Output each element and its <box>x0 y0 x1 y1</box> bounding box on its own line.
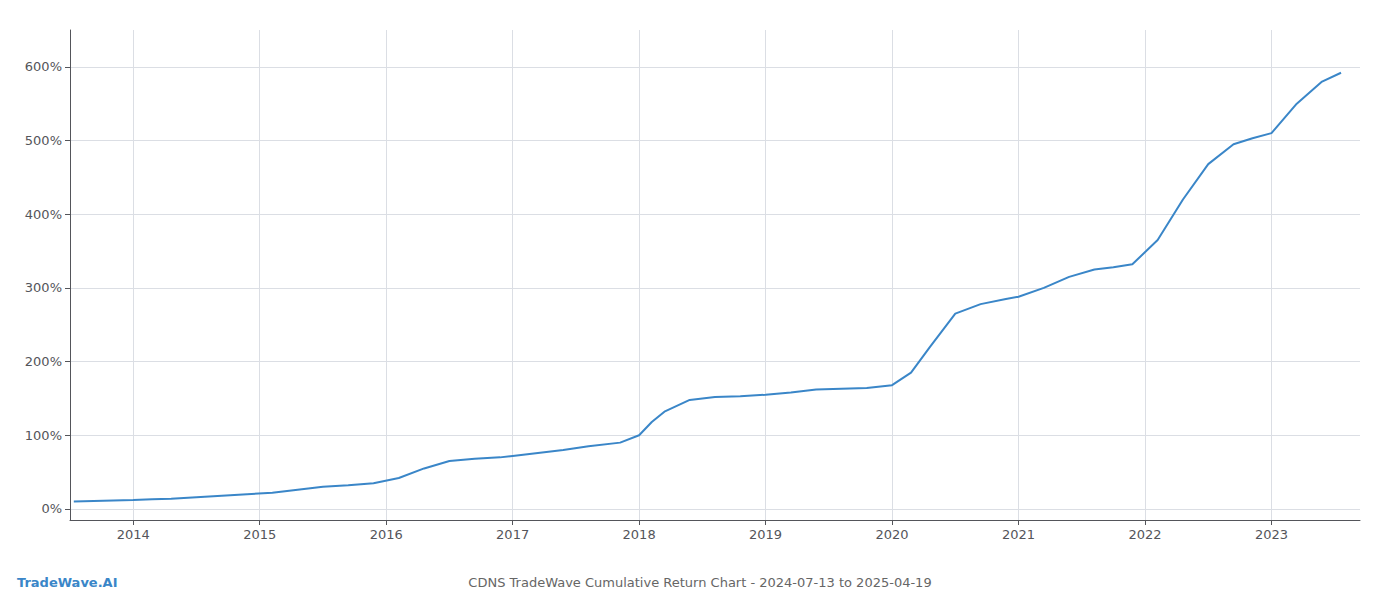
svg-text:300%: 300% <box>25 280 62 295</box>
svg-text:2014: 2014 <box>117 527 150 542</box>
svg-text:400%: 400% <box>25 207 62 222</box>
svg-text:2021: 2021 <box>1002 527 1035 542</box>
svg-text:TradeWave.AI: TradeWave.AI <box>17 575 118 590</box>
svg-text:2023: 2023 <box>1255 527 1288 542</box>
svg-text:2018: 2018 <box>623 527 656 542</box>
svg-text:0%: 0% <box>41 501 62 516</box>
svg-text:CDNS TradeWave Cumulative Retu: CDNS TradeWave Cumulative Return Chart -… <box>468 575 931 590</box>
svg-text:2022: 2022 <box>1128 527 1161 542</box>
svg-text:500%: 500% <box>25 133 62 148</box>
svg-text:2017: 2017 <box>496 527 529 542</box>
svg-text:100%: 100% <box>25 428 62 443</box>
svg-text:200%: 200% <box>25 354 62 369</box>
svg-text:2016: 2016 <box>370 527 403 542</box>
svg-text:2019: 2019 <box>749 527 782 542</box>
svg-text:2020: 2020 <box>876 527 909 542</box>
svg-text:2015: 2015 <box>243 527 276 542</box>
svg-text:600%: 600% <box>25 59 62 74</box>
